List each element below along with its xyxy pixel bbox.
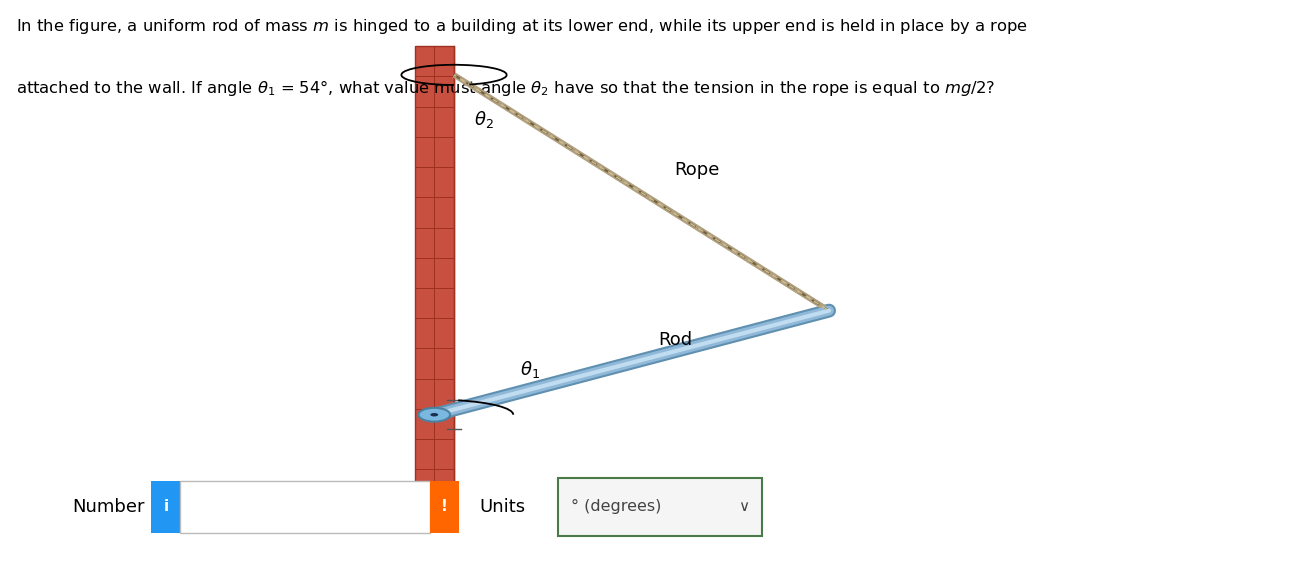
Text: Number: Number — [72, 498, 145, 516]
Text: $\theta_1$: $\theta_1$ — [520, 359, 540, 380]
Bar — [430, 481, 459, 533]
Text: i: i — [163, 499, 168, 514]
Text: In the figure, a uniform rod of mass $\it{m}$ is hinged to a building at its low: In the figure, a uniform rod of mass $\i… — [16, 17, 1028, 36]
Bar — [415, 46, 454, 530]
Text: ∨: ∨ — [738, 499, 749, 514]
Bar — [151, 481, 180, 533]
Text: !: ! — [441, 499, 449, 514]
Circle shape — [418, 408, 450, 422]
Text: Rod: Rod — [658, 331, 692, 348]
Text: $\theta_2$: $\theta_2$ — [474, 109, 494, 130]
Text: Units: Units — [479, 498, 525, 516]
Text: ° (degrees): ° (degrees) — [571, 499, 662, 514]
Circle shape — [430, 413, 438, 416]
Text: attached to the wall. If angle $\theta_1$ = 54°, what value must angle $\theta_2: attached to the wall. If angle $\theta_1… — [16, 78, 995, 98]
Bar — [180, 481, 430, 533]
Text: Rope: Rope — [674, 161, 720, 179]
Bar — [558, 478, 762, 536]
